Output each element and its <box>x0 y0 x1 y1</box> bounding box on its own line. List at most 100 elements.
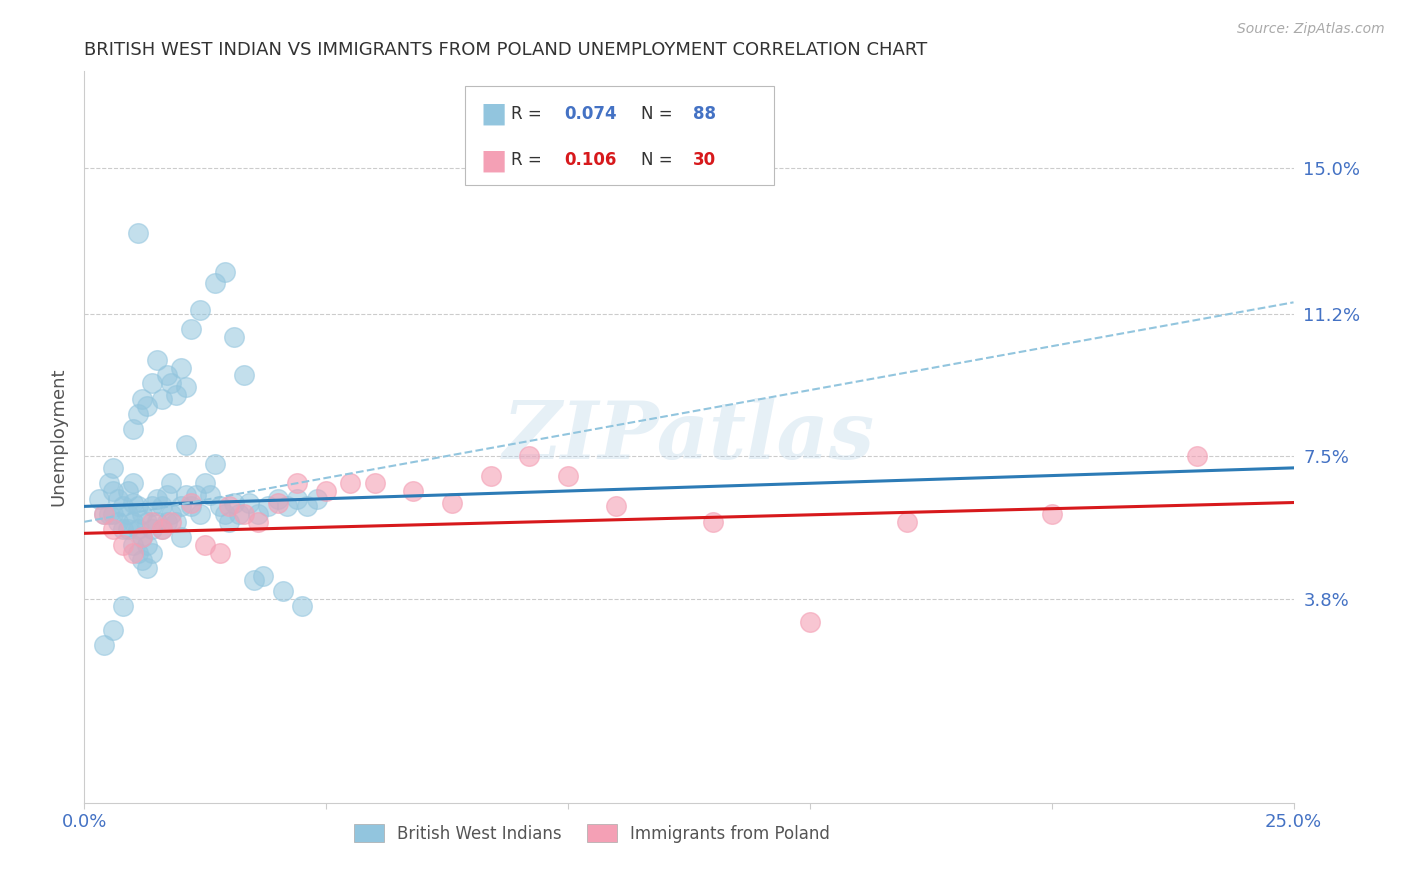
Point <box>267 491 290 506</box>
Point <box>146 515 169 529</box>
Point <box>121 545 143 559</box>
Point <box>557 468 579 483</box>
Point <box>174 488 197 502</box>
Point <box>146 353 169 368</box>
Point <box>204 276 226 290</box>
Point <box>170 500 193 514</box>
Point <box>160 376 183 391</box>
Point <box>1185 450 1208 464</box>
Text: 30: 30 <box>693 151 716 169</box>
Point <box>257 500 280 514</box>
Point <box>150 392 173 406</box>
Point <box>103 623 125 637</box>
Point <box>285 491 308 506</box>
Point <box>702 515 724 529</box>
Point <box>121 538 143 552</box>
Point <box>117 523 139 537</box>
Point <box>170 360 193 375</box>
Point <box>150 523 173 537</box>
Point <box>194 538 217 552</box>
Point <box>218 500 240 514</box>
Point <box>160 476 183 491</box>
Point <box>141 545 163 559</box>
Point <box>127 545 149 559</box>
Text: R =: R = <box>512 151 547 169</box>
Point <box>160 515 183 529</box>
Point <box>198 488 221 502</box>
Point <box>204 457 226 471</box>
Point <box>291 599 314 614</box>
Point <box>131 392 153 406</box>
Text: BRITISH WEST INDIAN VS IMMIGRANTS FROM POLAND UNEMPLOYMENT CORRELATION CHART: BRITISH WEST INDIAN VS IMMIGRANTS FROM P… <box>84 41 928 59</box>
Point <box>285 476 308 491</box>
Point <box>127 500 149 514</box>
Point <box>112 599 135 614</box>
Point <box>136 515 159 529</box>
Point <box>103 461 125 475</box>
Point <box>150 500 173 514</box>
Point <box>136 561 159 575</box>
Point <box>247 507 270 521</box>
Point <box>103 523 125 537</box>
Point <box>93 507 115 521</box>
Point <box>131 530 153 544</box>
Point <box>180 500 202 514</box>
Point <box>190 303 212 318</box>
Point <box>155 515 177 529</box>
Text: ■: ■ <box>481 146 508 174</box>
Point <box>131 507 153 521</box>
Point <box>165 388 187 402</box>
Point <box>402 483 425 498</box>
Text: Source: ZipAtlas.com: Source: ZipAtlas.com <box>1237 22 1385 37</box>
Point <box>440 495 463 509</box>
Text: 0.074: 0.074 <box>564 104 617 122</box>
Point <box>97 507 120 521</box>
Point <box>224 495 246 509</box>
Point <box>141 376 163 391</box>
Point <box>150 523 173 537</box>
Point <box>117 483 139 498</box>
Point <box>93 638 115 652</box>
Point <box>141 515 163 529</box>
Point <box>127 407 149 421</box>
Point <box>214 264 236 278</box>
Point <box>267 495 290 509</box>
Point <box>97 476 120 491</box>
Point <box>339 476 361 491</box>
Point <box>228 507 250 521</box>
Point <box>214 507 236 521</box>
Point <box>127 523 149 537</box>
Point <box>208 545 231 559</box>
Point <box>799 615 821 629</box>
Point <box>131 530 153 544</box>
Point <box>247 515 270 529</box>
Point <box>252 568 274 582</box>
Point <box>121 476 143 491</box>
Text: ZIPatlas: ZIPatlas <box>503 399 875 475</box>
Text: 0.106: 0.106 <box>564 151 617 169</box>
Legend: British West Indians, Immigrants from Poland: British West Indians, Immigrants from Po… <box>347 818 837 849</box>
Point <box>605 500 627 514</box>
Point <box>479 468 502 483</box>
Point <box>517 450 540 464</box>
Y-axis label: Unemployment: Unemployment <box>49 368 67 507</box>
Point <box>208 500 231 514</box>
Point <box>180 322 202 336</box>
Point <box>233 507 256 521</box>
Point <box>295 500 318 514</box>
Point <box>112 500 135 514</box>
Point <box>136 399 159 413</box>
Point <box>112 523 135 537</box>
Text: ■: ■ <box>481 100 508 128</box>
Point <box>117 507 139 521</box>
Point <box>155 368 177 383</box>
Point <box>141 523 163 537</box>
FancyBboxPatch shape <box>465 86 773 185</box>
Point <box>315 483 337 498</box>
Point <box>103 507 125 521</box>
Point <box>146 491 169 506</box>
Point <box>121 515 143 529</box>
Point <box>141 500 163 514</box>
Point <box>276 500 298 514</box>
Point <box>174 380 197 394</box>
